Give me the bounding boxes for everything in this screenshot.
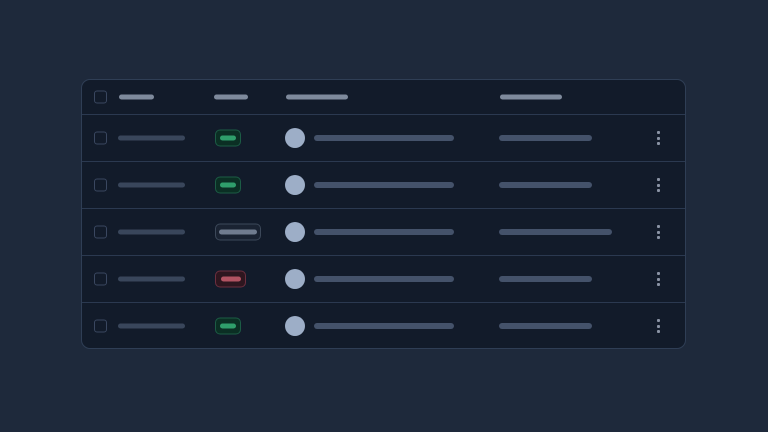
skeleton-text-bar: [499, 135, 592, 141]
skeleton-text-bar: [118, 135, 185, 141]
kebab-dot: [656, 131, 660, 134]
row-checkbox[interactable]: [94, 178, 107, 192]
avatar: [285, 316, 305, 336]
skeleton-text-bar: [314, 135, 454, 141]
kebab-menu-icon: [656, 272, 660, 286]
kebab-dot: [656, 283, 660, 286]
skeleton-text-bar: [118, 229, 185, 235]
row-actions-button[interactable]: [649, 219, 667, 245]
kebab-dot: [656, 225, 660, 228]
status-badge: [215, 270, 246, 288]
status-badge: [215, 223, 261, 241]
row-actions-button[interactable]: [649, 313, 667, 339]
kebab-menu-icon: [656, 178, 660, 192]
table-header-row: [82, 80, 685, 115]
badge-skeleton-bar: [220, 323, 236, 329]
kebab-menu-icon: [656, 225, 660, 239]
row-checkbox[interactable]: [94, 272, 107, 286]
skeleton-text-bar: [499, 323, 592, 329]
table-row: [82, 162, 685, 209]
table-row: [82, 256, 685, 303]
kebab-dot: [656, 236, 660, 239]
kebab-dot: [656, 183, 660, 187]
avatar: [285, 175, 305, 195]
table-row: [82, 115, 685, 162]
table-row: [82, 303, 685, 348]
avatar: [285, 269, 305, 289]
kebab-dot: [656, 319, 660, 322]
skeleton-text-bar: [499, 182, 592, 188]
row-actions-button[interactable]: [649, 266, 667, 292]
kebab-dot: [656, 324, 660, 328]
kebab-dot: [656, 272, 660, 275]
skeleton-text-bar: [314, 229, 454, 235]
status-badge: [215, 317, 241, 335]
kebab-dot: [656, 330, 660, 333]
skeleton-text-bar: [314, 276, 454, 282]
table-row: [82, 209, 685, 256]
kebab-menu-icon: [656, 131, 660, 145]
badge-skeleton-bar: [219, 229, 257, 235]
avatar: [285, 222, 305, 242]
badge-skeleton-bar: [220, 276, 241, 282]
badge-skeleton-bar: [220, 135, 236, 141]
row-checkbox[interactable]: [94, 225, 107, 239]
skeleton-text-bar: [314, 182, 454, 188]
column-header-skeleton: [500, 94, 562, 100]
kebab-dot: [656, 178, 660, 181]
skeleton-text-bar: [499, 276, 592, 282]
column-header-skeleton: [286, 94, 348, 100]
kebab-dot: [656, 230, 660, 234]
status-badge: [215, 176, 241, 194]
row-checkbox[interactable]: [94, 319, 107, 333]
kebab-dot: [656, 142, 660, 145]
skeleton-text-bar: [118, 182, 185, 188]
row-checkbox[interactable]: [94, 131, 107, 145]
status-badge: [215, 129, 241, 147]
column-header-skeleton: [119, 94, 154, 100]
column-header-skeleton: [214, 94, 248, 100]
kebab-dot: [656, 136, 660, 140]
skeleton-text-bar: [314, 323, 454, 329]
kebab-dot: [656, 277, 660, 281]
row-actions-button[interactable]: [649, 172, 667, 198]
kebab-dot: [656, 189, 660, 192]
select-all-checkbox[interactable]: [94, 90, 107, 104]
kebab-menu-icon: [656, 319, 660, 333]
badge-skeleton-bar: [220, 182, 236, 188]
data-table: [81, 79, 686, 349]
avatar: [285, 128, 305, 148]
skeleton-text-bar: [499, 229, 612, 235]
skeleton-text-bar: [118, 323, 185, 329]
row-actions-button[interactable]: [649, 125, 667, 151]
skeleton-text-bar: [118, 276, 185, 282]
